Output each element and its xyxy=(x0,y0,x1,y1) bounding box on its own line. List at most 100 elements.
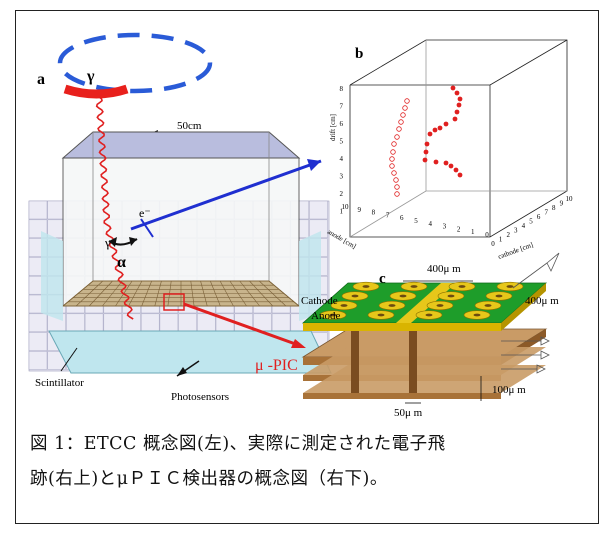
z-tick-label: 3 xyxy=(340,173,344,181)
track-point xyxy=(427,131,433,137)
y-tick-label: 9 xyxy=(357,206,361,214)
track-point xyxy=(450,85,456,91)
track-point xyxy=(437,125,443,131)
y-tick-label: 2 xyxy=(457,225,461,233)
track-point xyxy=(389,156,395,162)
mupic-pixel xyxy=(163,293,185,311)
electron-track xyxy=(130,159,322,231)
track-point xyxy=(443,160,449,166)
x-tick-label: 2 xyxy=(506,231,510,239)
y-tick-label: 4 xyxy=(428,220,432,228)
x-axis-label: cathode [cm] xyxy=(497,241,534,261)
pcb-stack xyxy=(301,281,548,399)
track-point xyxy=(394,191,400,197)
anode-pixel xyxy=(351,294,359,298)
track-point xyxy=(454,90,460,96)
y-tick-label: 0 xyxy=(485,231,489,239)
track-point xyxy=(424,141,430,147)
track-point xyxy=(404,98,410,104)
gamma-track xyxy=(95,96,134,320)
y-tick-label: 5 xyxy=(414,217,418,225)
y-tick-label: 7 xyxy=(386,211,390,219)
track-point xyxy=(391,170,397,176)
figure-frame: a γ 50cm γ e⁻ xyxy=(15,10,599,524)
via-label: 50μ m xyxy=(394,407,423,419)
alpha-label: α xyxy=(117,254,126,271)
cathode-label: Cathode xyxy=(301,295,338,307)
panel-c: c Cathode Anode 400μ m 400μ m 1 xyxy=(301,252,560,419)
panel-b-letter: b xyxy=(355,46,363,62)
pitch-top-label: 400μ m xyxy=(427,263,461,275)
track-point xyxy=(456,102,462,108)
z-tick-label: 5 xyxy=(340,138,344,146)
track-point xyxy=(394,134,400,140)
track-point xyxy=(453,167,459,173)
y-axis-label: anode [cm] xyxy=(326,228,357,251)
caption-line-2: 跡(右上)とμＰＩＣ検出器の概念図（右下)。 xyxy=(30,469,388,489)
y-tick-label: 10 xyxy=(342,203,350,211)
track-point xyxy=(452,116,458,122)
x-tick-label: 10 xyxy=(566,195,574,203)
scintillator-label: Scintillator xyxy=(35,377,84,389)
track-point xyxy=(389,163,395,169)
track-point xyxy=(433,159,439,165)
y-tick-label: 6 xyxy=(400,214,404,222)
panel-c-letter: c xyxy=(379,271,386,287)
y-tick-label: 3 xyxy=(443,223,447,231)
anode-pixel xyxy=(362,285,370,288)
size-label: 50cm xyxy=(177,120,202,132)
y-tick-label: 1 xyxy=(471,228,475,236)
track-point xyxy=(432,127,438,133)
track-point xyxy=(402,105,408,111)
gamma-track-label: γ xyxy=(104,235,111,250)
x-tick-label: 4 xyxy=(522,222,526,230)
track-point xyxy=(457,172,463,178)
track-point xyxy=(454,109,460,115)
x-tick-label: 6 xyxy=(537,213,541,221)
track-point xyxy=(398,119,404,125)
mupic-arrow xyxy=(183,302,302,348)
track-point xyxy=(400,112,406,118)
figure-canvas: a γ 50cm γ e⁻ xyxy=(28,32,574,419)
anode-pixel xyxy=(473,313,481,317)
track-point xyxy=(390,149,396,155)
anode-label: Anode xyxy=(311,310,340,322)
anode-pixel xyxy=(377,313,385,317)
x-tick-label: 0 xyxy=(491,240,495,248)
track-point xyxy=(391,141,397,147)
x-tick-label: 1 xyxy=(499,236,503,244)
photosensors-label: Photosensors xyxy=(171,391,229,403)
track-point xyxy=(396,126,402,132)
z-axis-label: drift [cm] xyxy=(329,114,337,141)
thickness-label: 100μ m xyxy=(492,384,526,396)
scatter-box xyxy=(349,39,568,238)
gamma-arc xyxy=(63,84,129,99)
mupic-label: μ -PIC xyxy=(255,357,298,374)
track-point xyxy=(443,121,449,127)
x-tick-label: 8 xyxy=(552,204,556,212)
figure-caption: 図 1：ETCC 概念図(左)、実際に測定された電子飛 跡(右上)とμＰＩＣ検出… xyxy=(30,427,590,497)
track-point xyxy=(393,177,399,183)
preamp-symbols xyxy=(501,252,560,374)
anode-pixel xyxy=(410,285,418,288)
track-point xyxy=(423,149,429,155)
gamma-ring xyxy=(57,32,213,94)
anode-pixel xyxy=(458,285,466,288)
pitch-side-label: 400μ m xyxy=(525,295,559,307)
track-point xyxy=(457,96,463,102)
z-tick-label: 2 xyxy=(340,190,344,198)
gamma-label: γ xyxy=(86,68,95,85)
caption-line-1: 図 1：ETCC 概念図(左)、実際に測定された電子飛 xyxy=(30,434,446,454)
anode-pixel xyxy=(484,304,492,307)
z-tick-label: 6 xyxy=(340,120,344,128)
x-tick-label: 9 xyxy=(560,200,564,208)
x-tick-label: 5 xyxy=(529,218,533,226)
z-tick-label: 7 xyxy=(340,103,344,111)
track-point xyxy=(448,163,454,169)
anode-pixel xyxy=(495,294,503,298)
z-tick-label: 1 xyxy=(340,208,344,216)
anode-pixel xyxy=(506,285,514,288)
x-tick-label: 3 xyxy=(514,227,518,235)
track-point xyxy=(422,157,428,163)
panel-b: b drift [cm] cathode [cm] anode [cm] 123… xyxy=(326,39,574,261)
